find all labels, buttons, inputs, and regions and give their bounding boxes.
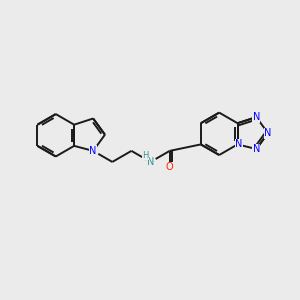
Text: O: O [166,162,173,172]
Text: N: N [89,146,97,156]
Text: N: N [253,144,260,154]
Text: N: N [253,112,260,122]
Text: H: H [142,151,148,160]
Text: N: N [147,157,154,167]
Text: N: N [264,128,272,138]
Text: N: N [235,140,243,149]
